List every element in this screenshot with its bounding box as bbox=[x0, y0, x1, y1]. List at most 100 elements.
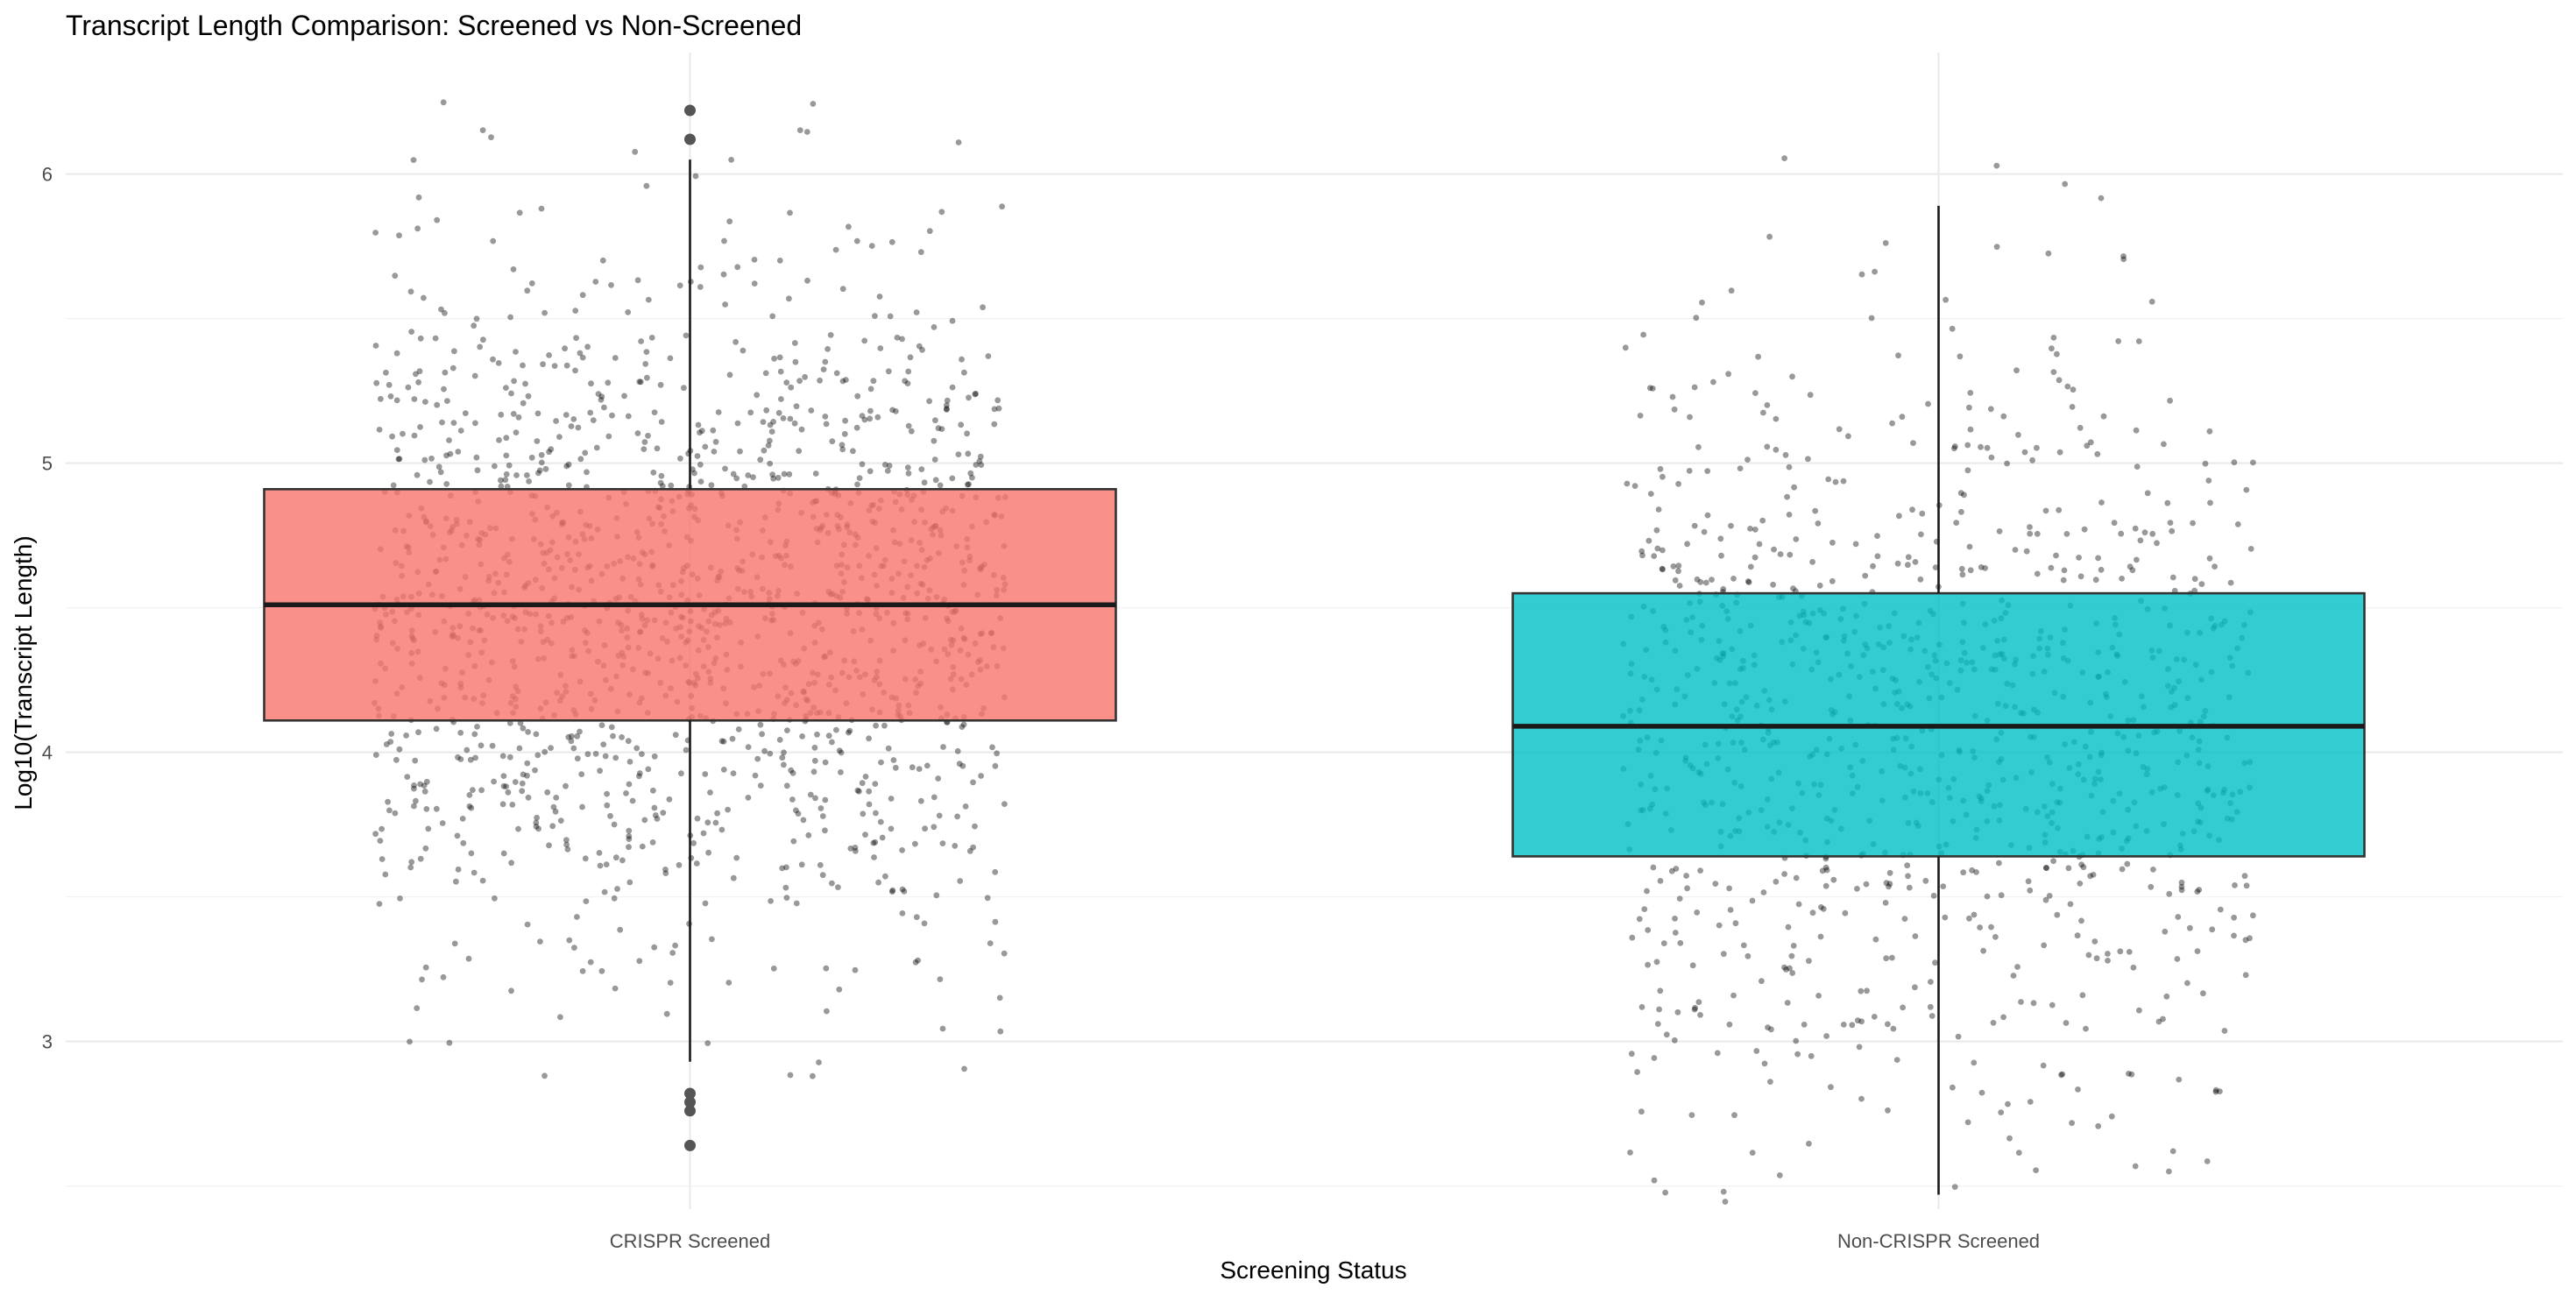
jitter-point bbox=[2095, 1122, 2102, 1129]
jitter-point bbox=[765, 442, 772, 449]
jitter-point bbox=[1686, 468, 1693, 474]
jitter-point bbox=[868, 243, 875, 249]
jitter-point bbox=[819, 872, 826, 879]
jitter-point bbox=[909, 764, 916, 771]
jitter-point bbox=[1998, 1109, 2005, 1115]
jitter-point bbox=[415, 379, 421, 386]
jitter-point bbox=[694, 453, 701, 459]
jitter-point bbox=[789, 769, 796, 776]
jitter-point bbox=[1964, 1119, 1971, 1126]
jitter-point bbox=[875, 879, 881, 886]
jitter-point bbox=[525, 393, 532, 400]
jitter-point bbox=[1964, 442, 1971, 449]
jitter-point bbox=[791, 420, 798, 427]
jitter-point bbox=[2111, 520, 2118, 527]
jitter-point bbox=[2169, 1148, 2176, 1155]
jitter-point bbox=[921, 920, 928, 927]
jitter-point bbox=[725, 806, 731, 813]
jitter-point bbox=[544, 789, 551, 796]
jitter-point bbox=[466, 792, 473, 798]
jitter-point bbox=[2050, 369, 2057, 375]
jitter-point bbox=[563, 412, 570, 418]
jitter-point bbox=[2050, 858, 2057, 865]
jitter-point bbox=[1656, 1006, 1662, 1013]
jitter-point bbox=[718, 826, 725, 833]
jitter-point bbox=[1702, 579, 1709, 586]
jitter-point bbox=[651, 753, 658, 760]
jitter-point bbox=[649, 839, 656, 846]
jitter-point bbox=[582, 855, 589, 862]
jitter-point bbox=[966, 481, 972, 488]
jitter-point bbox=[2105, 958, 2111, 964]
jitter-point bbox=[2234, 521, 2241, 527]
jitter-point bbox=[1657, 465, 1664, 472]
jitter-point bbox=[683, 747, 690, 754]
jitter-point bbox=[1988, 923, 1994, 931]
jitter-point bbox=[1904, 862, 1911, 869]
jitter-point bbox=[1816, 582, 1823, 589]
jitter-point bbox=[1730, 992, 1737, 999]
jitter-point bbox=[918, 466, 925, 472]
jitter-point bbox=[916, 343, 923, 350]
jitter-point bbox=[2127, 563, 2134, 570]
jitter-point bbox=[1747, 563, 1754, 570]
jitter-point bbox=[768, 428, 775, 435]
jitter-point bbox=[959, 724, 966, 730]
jitter-point bbox=[2132, 1163, 2139, 1170]
jitter-point bbox=[542, 465, 549, 472]
jitter-point bbox=[1863, 881, 1870, 888]
jitter-point bbox=[1669, 393, 1676, 400]
jitter-point bbox=[2118, 530, 2125, 537]
jitter-point bbox=[949, 384, 956, 391]
jitter-point bbox=[861, 416, 868, 423]
jitter-point bbox=[2160, 1015, 2166, 1023]
jitter-point bbox=[888, 238, 895, 245]
jitter-point bbox=[871, 854, 877, 860]
jitter-point bbox=[1777, 551, 1784, 557]
jitter-point bbox=[526, 478, 532, 485]
jitter-point bbox=[779, 865, 786, 872]
jitter-point bbox=[901, 888, 908, 895]
jitter-point bbox=[2130, 964, 2137, 971]
jitter-point bbox=[1720, 585, 1727, 592]
jitter-point bbox=[944, 397, 951, 404]
jitter-point bbox=[977, 453, 984, 460]
jitter-point bbox=[2231, 932, 2237, 939]
jitter-point bbox=[1747, 526, 1753, 532]
jitter-point bbox=[1993, 244, 2000, 251]
jitter-point bbox=[1638, 1108, 1645, 1115]
jitter-point bbox=[1872, 268, 1879, 275]
jitter-point bbox=[388, 731, 395, 737]
jitter-point bbox=[829, 438, 836, 445]
jitter-point bbox=[1912, 933, 1919, 939]
jitter-point bbox=[955, 451, 962, 457]
jitter-point bbox=[1725, 371, 1731, 378]
jitter-point bbox=[964, 430, 970, 437]
jitter-point bbox=[626, 781, 633, 788]
jitter-point bbox=[1694, 909, 1701, 916]
jitter-point bbox=[1737, 465, 1744, 471]
jitter-point bbox=[1638, 548, 1645, 555]
jitter-point bbox=[1925, 400, 1931, 407]
jitter-point bbox=[733, 475, 740, 482]
jitter-point bbox=[1675, 480, 1681, 487]
jitter-point bbox=[1627, 1150, 1633, 1156]
jitter-point bbox=[707, 789, 713, 796]
jitter-point bbox=[972, 391, 979, 398]
jitter-point bbox=[783, 864, 789, 871]
jitter-point bbox=[417, 424, 423, 430]
x-tick-label: Non-CRISPR Screened bbox=[1837, 1230, 2040, 1252]
jitter-point bbox=[1749, 1150, 1756, 1156]
jitter-point bbox=[1794, 1051, 1801, 1058]
jitter-point bbox=[584, 469, 590, 476]
jitter-point bbox=[852, 966, 859, 973]
jitter-point bbox=[672, 732, 679, 739]
jitter-point bbox=[2075, 1086, 2081, 1093]
jitter-point bbox=[899, 847, 905, 853]
jitter-point bbox=[2056, 449, 2063, 456]
jitter-point bbox=[509, 802, 516, 808]
jitter-point bbox=[1697, 867, 1703, 874]
jitter-point bbox=[987, 940, 994, 946]
jitter-point bbox=[712, 819, 719, 826]
jitter-point bbox=[2049, 1001, 2056, 1008]
